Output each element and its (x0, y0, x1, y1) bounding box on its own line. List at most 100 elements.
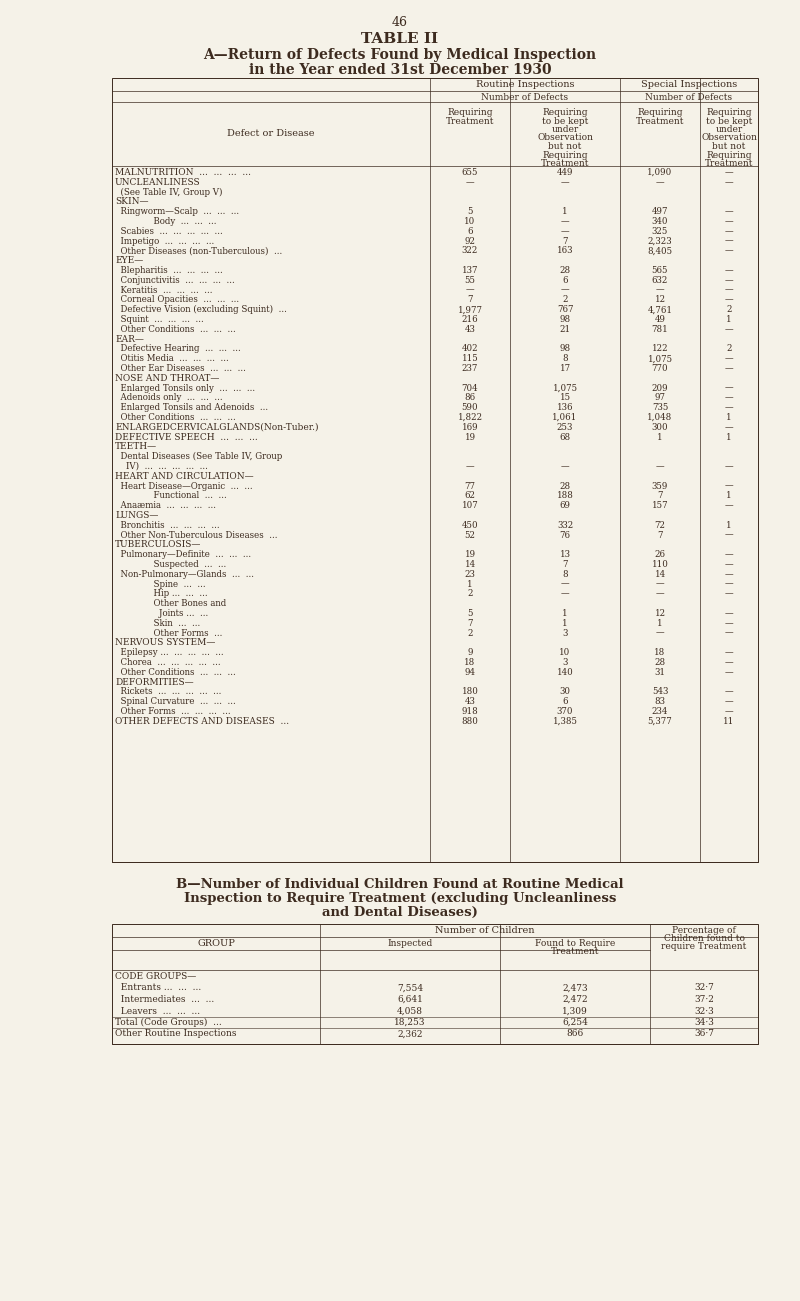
Text: 2,362: 2,362 (398, 1029, 422, 1038)
Text: Other Non-Tuberculous Diseases  ...: Other Non-Tuberculous Diseases ... (115, 531, 278, 540)
Text: NOSE AND THROAT—: NOSE AND THROAT— (115, 373, 219, 382)
Text: Corneal Opacities  ...  ...  ...: Corneal Opacities ... ... ... (115, 295, 239, 304)
Text: Other Routine Inspections: Other Routine Inspections (115, 1029, 237, 1038)
Text: 237: 237 (462, 364, 478, 373)
Text: 370: 370 (557, 706, 574, 716)
Text: —: — (725, 619, 734, 628)
Text: OTHER DEFECTS AND DISEASES  ...: OTHER DEFECTS AND DISEASES ... (115, 717, 289, 726)
Text: 49: 49 (654, 315, 666, 324)
Text: 10: 10 (464, 217, 476, 226)
Text: HEART AND CIRCULATION—: HEART AND CIRCULATION— (115, 472, 254, 481)
Text: Rickets  ...  ...  ...  ...  ...: Rickets ... ... ... ... ... (115, 687, 222, 696)
Text: 6: 6 (562, 697, 568, 706)
Text: Squint  ...  ...  ...  ...: Squint ... ... ... ... (115, 315, 204, 324)
Text: 19: 19 (465, 433, 475, 441)
Text: 43: 43 (465, 325, 475, 334)
Text: —: — (561, 178, 570, 187)
Text: GROUP: GROUP (197, 939, 235, 948)
Text: —: — (466, 462, 474, 471)
Text: 7: 7 (467, 619, 473, 628)
Text: Defective Hearing  ...  ...  ...: Defective Hearing ... ... ... (115, 345, 241, 354)
Text: —: — (725, 580, 734, 588)
Text: Otitis Media  ...  ...  ...  ...: Otitis Media ... ... ... ... (115, 354, 229, 363)
Text: 8,405: 8,405 (647, 246, 673, 255)
Text: —: — (561, 226, 570, 235)
Text: —: — (725, 648, 734, 657)
Text: 28: 28 (654, 658, 666, 667)
Text: 21: 21 (559, 325, 570, 334)
Text: Requiring: Requiring (638, 108, 682, 117)
Text: —: — (725, 423, 734, 432)
Text: 31: 31 (654, 667, 666, 677)
Text: 1,309: 1,309 (562, 1007, 588, 1016)
Text: 157: 157 (652, 501, 668, 510)
Text: —: — (725, 609, 734, 618)
Text: to be kept: to be kept (542, 117, 588, 125)
Text: 4,058: 4,058 (397, 1007, 423, 1016)
Text: 1,385: 1,385 (553, 717, 578, 726)
Text: 137: 137 (462, 265, 478, 275)
Text: Other Ear Diseases  ...  ...  ...: Other Ear Diseases ... ... ... (115, 364, 246, 373)
Text: Treatment: Treatment (446, 117, 494, 125)
Text: 7,554: 7,554 (397, 984, 423, 993)
Text: —: — (725, 667, 734, 677)
Text: —: — (725, 207, 734, 216)
Text: —: — (725, 658, 734, 667)
Text: 92: 92 (465, 237, 475, 246)
Text: 497: 497 (652, 207, 668, 216)
Text: Spinal Curvature  ...  ...  ...: Spinal Curvature ... ... ... (115, 697, 236, 706)
Text: Other Forms  ...  ...  ...  ...: Other Forms ... ... ... ... (115, 706, 230, 716)
Text: 62: 62 (465, 492, 475, 501)
Text: —: — (561, 286, 570, 294)
Text: 36·7: 36·7 (694, 1029, 714, 1038)
Text: Inspection to Require Treatment (excluding Uncleanliness: Inspection to Require Treatment (excludi… (184, 892, 616, 905)
Text: 7: 7 (467, 295, 473, 304)
Text: 140: 140 (557, 667, 574, 677)
Text: Other Conditions  ...  ...  ...: Other Conditions ... ... ... (115, 325, 236, 334)
Text: Spine  ...  ...: Spine ... ... (115, 580, 206, 588)
Text: 216: 216 (462, 315, 478, 324)
Text: —: — (725, 628, 734, 637)
Text: require Treatment: require Treatment (662, 942, 746, 951)
Text: —: — (725, 325, 734, 334)
Text: 77: 77 (465, 481, 475, 490)
Text: Other Diseases (non-Tuberculous)  ...: Other Diseases (non-Tuberculous) ... (115, 246, 282, 255)
Text: Adenoids only  ...  ...  ...: Adenoids only ... ... ... (115, 393, 222, 402)
Text: Other Forms  ...: Other Forms ... (115, 628, 222, 637)
Text: 110: 110 (651, 559, 669, 569)
Text: 704: 704 (462, 384, 478, 393)
Text: Treatment: Treatment (550, 947, 599, 956)
Text: —: — (725, 687, 734, 696)
Text: 1: 1 (726, 412, 732, 422)
Text: 1: 1 (657, 619, 663, 628)
Text: Bronchitis  ...  ...  ...  ...: Bronchitis ... ... ... ... (115, 520, 220, 530)
Text: 1,075: 1,075 (553, 384, 578, 393)
Text: 735: 735 (652, 403, 668, 412)
Text: 880: 880 (462, 717, 478, 726)
Text: Ringworm—Scalp  ...  ...  ...: Ringworm—Scalp ... ... ... (115, 207, 239, 216)
Text: 1: 1 (726, 315, 732, 324)
Text: 17: 17 (559, 364, 570, 373)
Text: Defect or Disease: Defect or Disease (227, 130, 314, 138)
Text: Found to Require: Found to Require (535, 939, 615, 948)
Text: 115: 115 (462, 354, 478, 363)
Text: Entrants ...  ...  ...: Entrants ... ... ... (115, 984, 202, 993)
Text: 12: 12 (654, 295, 666, 304)
Text: LUNGS—: LUNGS— (115, 511, 158, 520)
Text: —: — (725, 706, 734, 716)
Text: 781: 781 (652, 325, 668, 334)
Text: Intermediates  ...  ...: Intermediates ... ... (115, 995, 214, 1004)
Text: 26: 26 (654, 550, 666, 559)
Text: 6: 6 (467, 226, 473, 235)
Text: Number of Defects: Number of Defects (646, 92, 733, 101)
Text: —: — (725, 531, 734, 540)
Text: 8: 8 (562, 354, 568, 363)
Text: 98: 98 (559, 315, 570, 324)
Text: and Dental Diseases): and Dental Diseases) (322, 905, 478, 919)
Text: —: — (561, 580, 570, 588)
Text: Joints ...  ...: Joints ... ... (115, 609, 208, 618)
Text: Scabies  ...  ...  ...  ...  ...: Scabies ... ... ... ... ... (115, 226, 222, 235)
Text: NERVOUS SYSTEM—: NERVOUS SYSTEM— (115, 639, 215, 648)
Text: 7: 7 (562, 237, 568, 246)
Text: 30: 30 (559, 687, 570, 696)
